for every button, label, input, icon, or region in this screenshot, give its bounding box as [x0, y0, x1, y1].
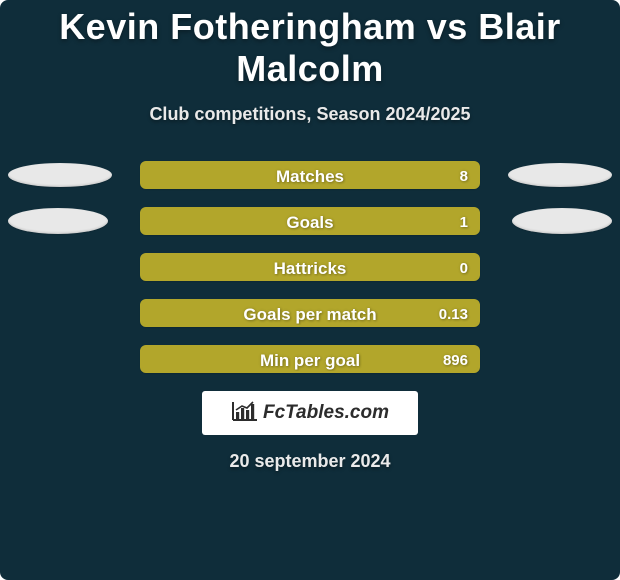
stat-value: 896	[443, 347, 468, 373]
stat-label: Goals per match	[142, 301, 478, 327]
stat-label: Goals	[142, 209, 478, 235]
stat-label: Min per goal	[142, 347, 478, 373]
bar-track: Min per goal896	[140, 345, 480, 373]
bar-chart-icon	[231, 400, 259, 427]
stat-row: Min per goal896	[0, 345, 620, 373]
stat-value: 0	[460, 255, 468, 281]
bar-track: Goals per match0.13	[140, 299, 480, 327]
subtitle: Club competitions, Season 2024/2025	[0, 104, 620, 125]
page-title: Kevin Fotheringham vs Blair Malcolm	[0, 0, 620, 90]
left-ellipse	[8, 163, 112, 187]
stat-value: 8	[460, 163, 468, 189]
stat-value: 1	[460, 209, 468, 235]
stat-label: Matches	[142, 163, 478, 189]
left-ellipse	[8, 208, 108, 234]
stat-label: Hattricks	[142, 255, 478, 281]
right-ellipse	[512, 208, 612, 234]
bar-track: Hattricks0	[140, 253, 480, 281]
stat-rows: Matches8Goals1Hattricks0Goals per match0…	[0, 161, 620, 373]
stats-card: Kevin Fotheringham vs Blair Malcolm Club…	[0, 0, 620, 580]
logo-box[interactable]: FcTables.com	[202, 391, 418, 435]
stat-row: Hattricks0	[0, 253, 620, 281]
stat-row: Matches8	[0, 161, 620, 189]
bar-track: Matches8	[140, 161, 480, 189]
logo-text: FcTables.com	[263, 402, 389, 424]
stat-row: Goals per match0.13	[0, 299, 620, 327]
stat-row: Goals1	[0, 207, 620, 235]
stat-value: 0.13	[439, 301, 468, 327]
bar-track: Goals1	[140, 207, 480, 235]
footer-date: 20 september 2024	[0, 451, 620, 472]
right-ellipse	[508, 163, 612, 187]
